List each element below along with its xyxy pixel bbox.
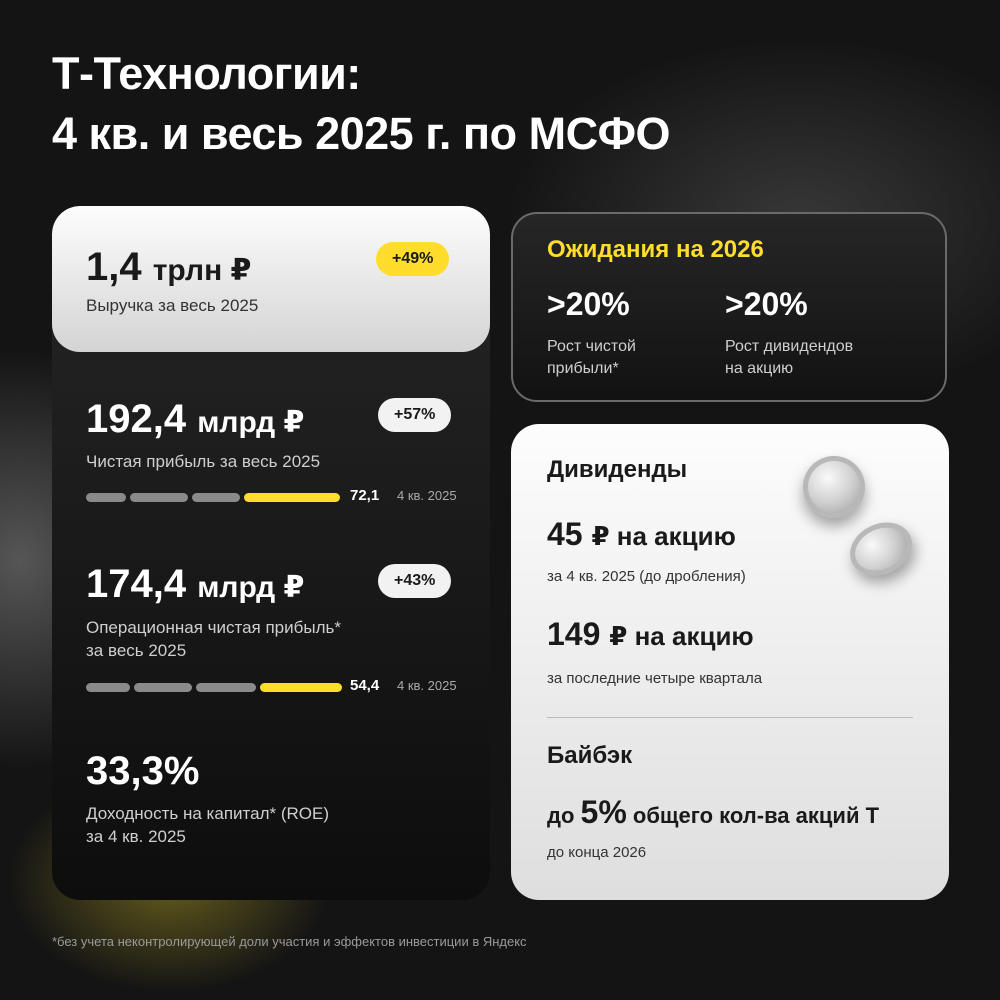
expectation-label-line-1: Рост дивидендов xyxy=(725,338,854,355)
bar-segment-q4 xyxy=(244,493,340,502)
roe-label-line-2: за 4 кв. 2025 xyxy=(86,827,186,846)
financials-card: 1,4 трлн ₽ Выручка за весь 2025 +49% 192… xyxy=(52,206,490,900)
op-profit-label-line-2: за весь 2025 xyxy=(86,641,187,660)
net-profit-unit: млрд ₽ xyxy=(197,406,305,439)
expectation-net-profit-label: Рост чистой прибыли* xyxy=(547,336,717,380)
op-profit-number: 174,4 xyxy=(86,562,187,606)
op-profit-q-value: 54,4 xyxy=(350,677,380,694)
roe-label: Доходность на капитал* (ROE) за 4 кв. 20… xyxy=(86,802,466,848)
roe-value: 33,3% xyxy=(86,749,200,793)
expectation-label-line-1: Рост чистой xyxy=(547,338,636,355)
coin-icon xyxy=(841,512,921,586)
op-profit-label-line-1: Операционная чистая прибыль* xyxy=(86,618,341,637)
op-profit-change-badge: +43% xyxy=(378,564,452,598)
revenue-change-badge: +49% xyxy=(376,242,450,276)
buyback-title: Байбэк xyxy=(547,742,633,769)
bar-segment-q1 xyxy=(86,683,130,692)
dividends-title: Дивиденды xyxy=(547,456,688,483)
dividend-ttm-label: за последние четыре квартала xyxy=(547,670,763,687)
op-profit-unit: млрд ₽ xyxy=(197,571,305,604)
expectation-label-line-2: на акцию xyxy=(725,360,794,377)
dividend-quarter-value: 45 ₽ на акцию xyxy=(547,516,736,553)
footnote: *без учета неконтролирующей доли участия… xyxy=(52,934,527,949)
expectation-dividend-label: Рост дивидендов на акцию xyxy=(725,336,895,380)
buyback-percent: 5% xyxy=(580,794,627,830)
bar-segment-q3 xyxy=(196,683,256,692)
buyback-label: до конца 2026 xyxy=(547,844,647,861)
op-profit-quarter-bar: 54,4 4 кв. 2025 xyxy=(86,677,466,694)
dividends-card: Дивиденды 45 ₽ на акцию за 4 кв. 2025 (д… xyxy=(511,424,949,900)
buyback-suffix: общего кол-ва акций Т xyxy=(632,803,880,828)
expectation-net-profit-value: >20% xyxy=(547,286,630,322)
revenue-label: Выручка за весь 2025 xyxy=(86,296,259,315)
revenue-unit: трлн ₽ xyxy=(152,254,252,287)
net-profit-number: 192,4 xyxy=(86,397,187,441)
expectations-card: Ожидания на 2026 >20% Рост чистой прибыл… xyxy=(511,212,947,402)
buyback-prefix: до xyxy=(547,803,575,828)
revenue-number: 1,4 xyxy=(86,245,142,289)
net-profit-change-badge: +57% xyxy=(378,398,452,432)
expectation-label-line-2: прибыли* xyxy=(547,360,619,377)
coin-icon xyxy=(803,456,865,518)
op-profit-label: Операционная чистая прибыль* за весь 202… xyxy=(86,616,466,662)
net-profit-q-value: 72,1 xyxy=(350,487,380,504)
op-profit-value: 174,4 млрд ₽ xyxy=(86,561,466,611)
bar-segment-q4 xyxy=(260,683,342,692)
expectation-dividend-value: >20% xyxy=(725,286,808,322)
revenue-block: 1,4 трлн ₽ Выручка за весь 2025 +49% xyxy=(52,206,490,352)
net-profit-value: 192,4 млрд ₽ xyxy=(86,396,466,446)
bar-segment-q2 xyxy=(134,683,192,692)
divider xyxy=(547,717,913,718)
dividend-quarter-number: 45 xyxy=(547,516,583,552)
net-profit-q-label: 4 кв. 2025 xyxy=(397,488,457,503)
dividend-ttm-value: 149 ₽ на акцию xyxy=(547,616,754,653)
roe-label-line-1: Доходность на капитал* (ROE) xyxy=(86,804,329,823)
net-profit-label: Чистая прибыль за весь 2025 xyxy=(86,452,321,471)
title-line-1: Т-Технологии: xyxy=(52,48,361,99)
dividend-quarter-label: за 4 кв. 2025 (до дробления) xyxy=(547,568,746,585)
bar-segment-q1 xyxy=(86,493,126,502)
buyback-value: до 5% общего кол-ва акций Т xyxy=(547,794,879,831)
op-profit-q-label: 4 кв. 2025 xyxy=(397,678,457,693)
dividend-ttm-unit: ₽ на акцию xyxy=(609,621,754,651)
bar-segment-q2 xyxy=(130,493,188,502)
revenue-value: 1,4 трлн ₽ xyxy=(86,244,251,294)
dividend-ttm-number: 149 xyxy=(547,616,601,652)
page-title: Т-Технологии: 4 кв. и весь 2025 г. по МС… xyxy=(52,44,671,164)
title-line-2: 4 кв. и весь 2025 г. по МСФО xyxy=(52,108,671,159)
bar-segment-q3 xyxy=(192,493,240,502)
expectations-title: Ожидания на 2026 xyxy=(547,236,764,263)
dividend-quarter-unit: ₽ на акцию xyxy=(591,521,736,551)
net-profit-quarter-bar: 72,1 4 кв. 2025 xyxy=(86,487,466,504)
